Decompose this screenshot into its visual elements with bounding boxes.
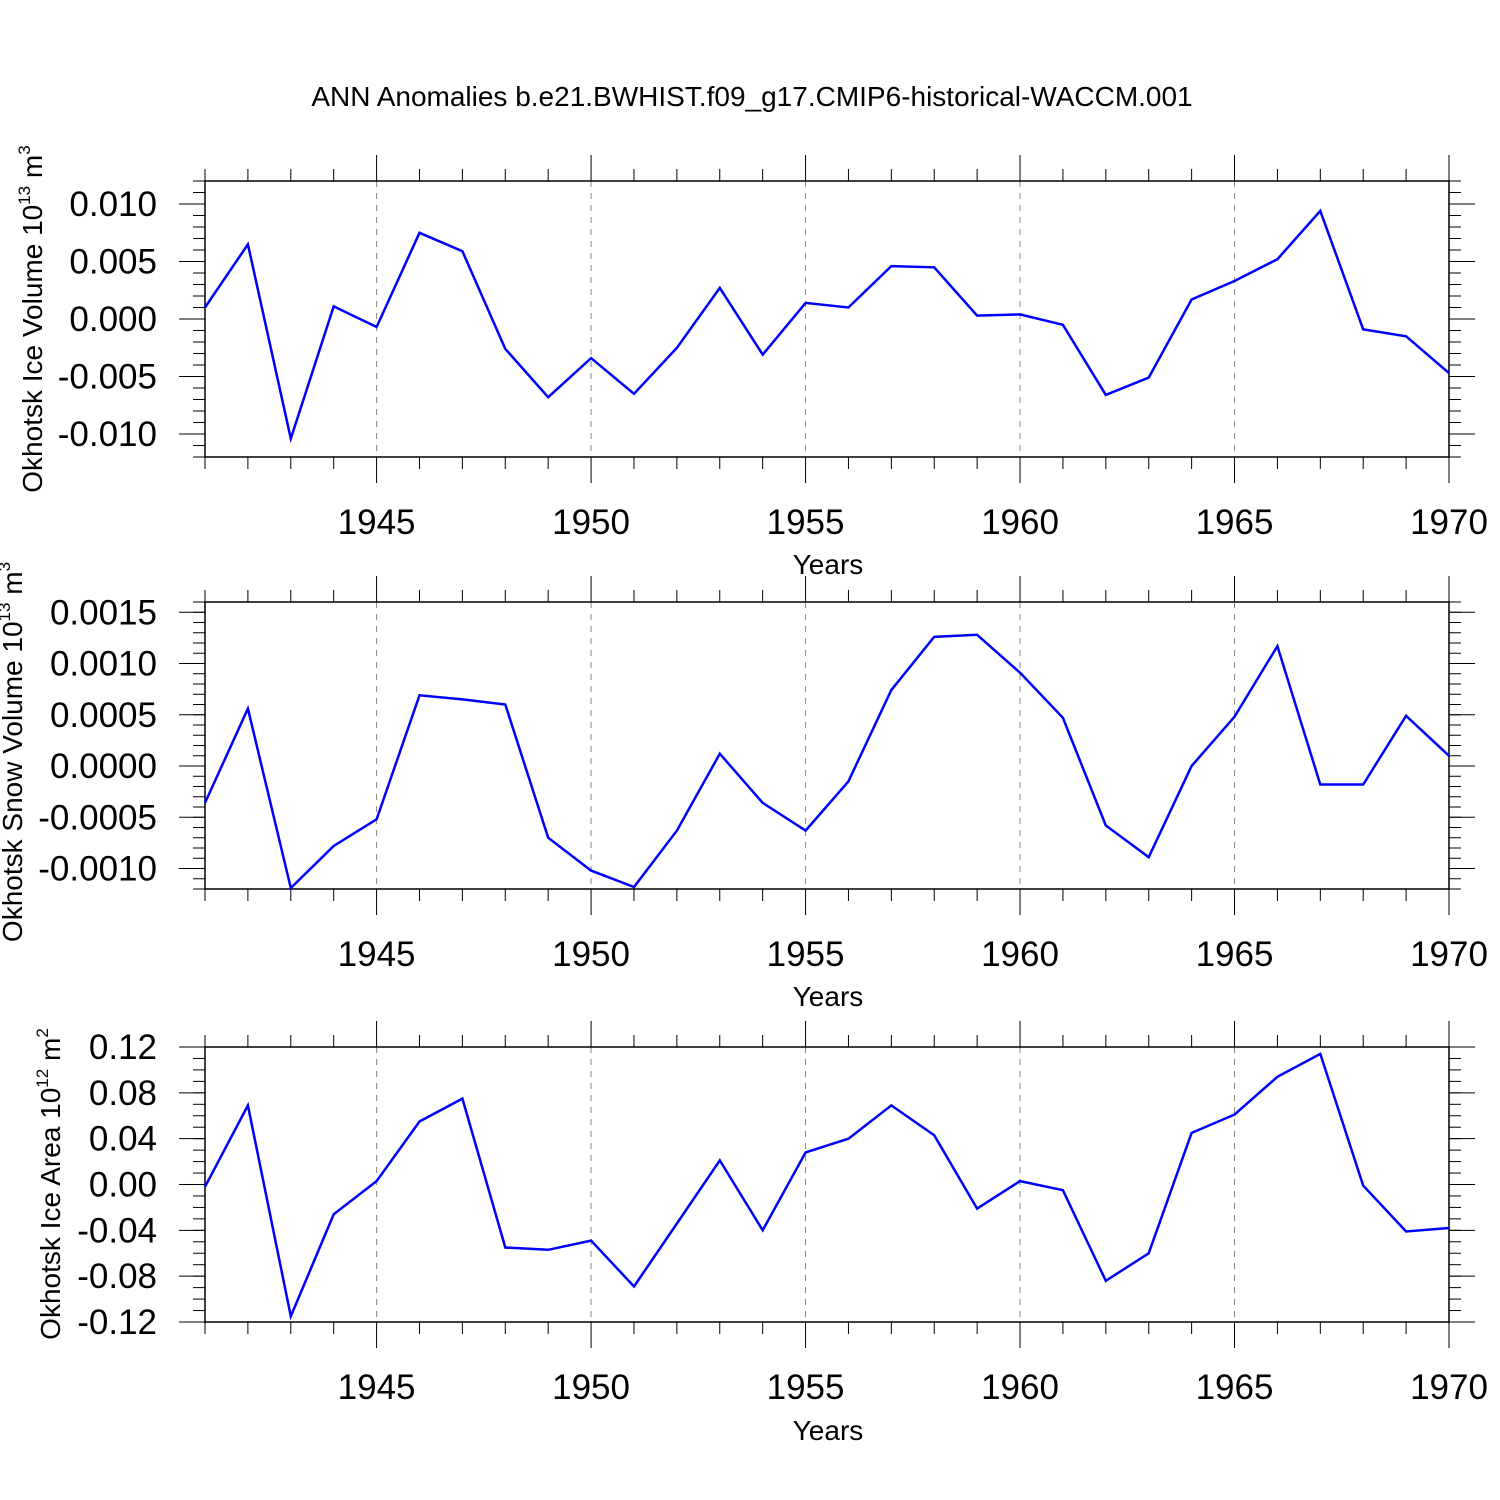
y-tick-label: 0.010 bbox=[69, 185, 157, 224]
x-tick-label: 1970 bbox=[1410, 503, 1488, 542]
y-axis-label: Okhotsk Ice Area 1012 m2 bbox=[33, 1028, 66, 1340]
x-tick-label: 1960 bbox=[981, 503, 1059, 542]
series-line bbox=[203, 633, 1450, 891]
x-tick-label: 1970 bbox=[1410, 1368, 1488, 1407]
y-tick-label: 0.0010 bbox=[50, 645, 157, 684]
x-tick-label: 1960 bbox=[981, 1368, 1059, 1407]
x-tick-label: 1965 bbox=[1196, 935, 1274, 974]
x-tick-label: 1950 bbox=[552, 1368, 630, 1407]
x-tick-label: 1955 bbox=[767, 1368, 845, 1407]
plot-frame bbox=[204, 601, 1450, 890]
x-tick-label: 1955 bbox=[767, 935, 845, 974]
x-axis-label: Years bbox=[793, 549, 864, 580]
figure-title: ANN Anomalies b.e21.BWHIST.f09_g17.CMIP6… bbox=[311, 81, 1192, 112]
panel-2: -0.0010 -0.0005 0.0000 0.0005 0.0010 0.0015 19… bbox=[0, 562, 1488, 1012]
panel-1: -0.010 -0.005 0.000 0.005 0.010 1945 1950 1955 1… bbox=[15, 145, 1488, 580]
y-axis-label: Okhotsk Ice Volume 1013 m3 bbox=[15, 145, 48, 492]
y-tick-label: -0.12 bbox=[77, 1303, 157, 1342]
x-tick-label: 1945 bbox=[338, 503, 416, 542]
x-tick-label: 1950 bbox=[552, 935, 630, 974]
y-tick-label: -0.010 bbox=[58, 415, 157, 454]
y-axis-label: Okhotsk Snow Volume 1013 m3 bbox=[0, 562, 28, 942]
plot-frame bbox=[204, 180, 1450, 458]
y-tick-label: 0.04 bbox=[89, 1120, 157, 1159]
y-tick-label: -0.04 bbox=[77, 1211, 157, 1250]
y-tick-label: 0.12 bbox=[89, 1028, 157, 1067]
y-tick-label: 0.0000 bbox=[50, 747, 157, 786]
y-tick-label: -0.0005 bbox=[38, 798, 157, 837]
y-tick-label: 0.08 bbox=[89, 1074, 157, 1113]
y-tick-label: -0.005 bbox=[58, 358, 157, 397]
plot-frame bbox=[204, 1046, 1450, 1323]
x-tick-label: 1955 bbox=[767, 503, 845, 542]
y-tick-label: 0.0005 bbox=[50, 696, 157, 735]
x-tick-label: 1965 bbox=[1196, 1368, 1274, 1407]
x-tick-label: 1965 bbox=[1196, 503, 1274, 542]
y-tick-label: 0.0015 bbox=[50, 593, 157, 632]
y-tick-label: 0.00 bbox=[89, 1166, 157, 1205]
x-axis-label: Years bbox=[793, 981, 864, 1012]
x-tick-label: 1960 bbox=[981, 935, 1059, 974]
x-tick-label: 1945 bbox=[338, 1368, 416, 1407]
x-tick-label: 1950 bbox=[552, 503, 630, 542]
y-tick-label: -0.08 bbox=[77, 1257, 157, 1296]
y-tick-label: 0.005 bbox=[69, 243, 157, 282]
x-axis-label: Years bbox=[793, 1415, 864, 1446]
panel-3: -0.12 -0.08 -0.04 0.00 0.04 0.08 0.12 1945 1950 1… bbox=[33, 1021, 1488, 1446]
y-tick-label: 0.000 bbox=[69, 300, 157, 339]
x-tick-label: 1970 bbox=[1410, 935, 1488, 974]
series-line bbox=[203, 208, 1450, 444]
y-tick-label: -0.0010 bbox=[38, 850, 157, 889]
series-line bbox=[203, 1052, 1450, 1321]
x-tick-label: 1945 bbox=[338, 935, 416, 974]
